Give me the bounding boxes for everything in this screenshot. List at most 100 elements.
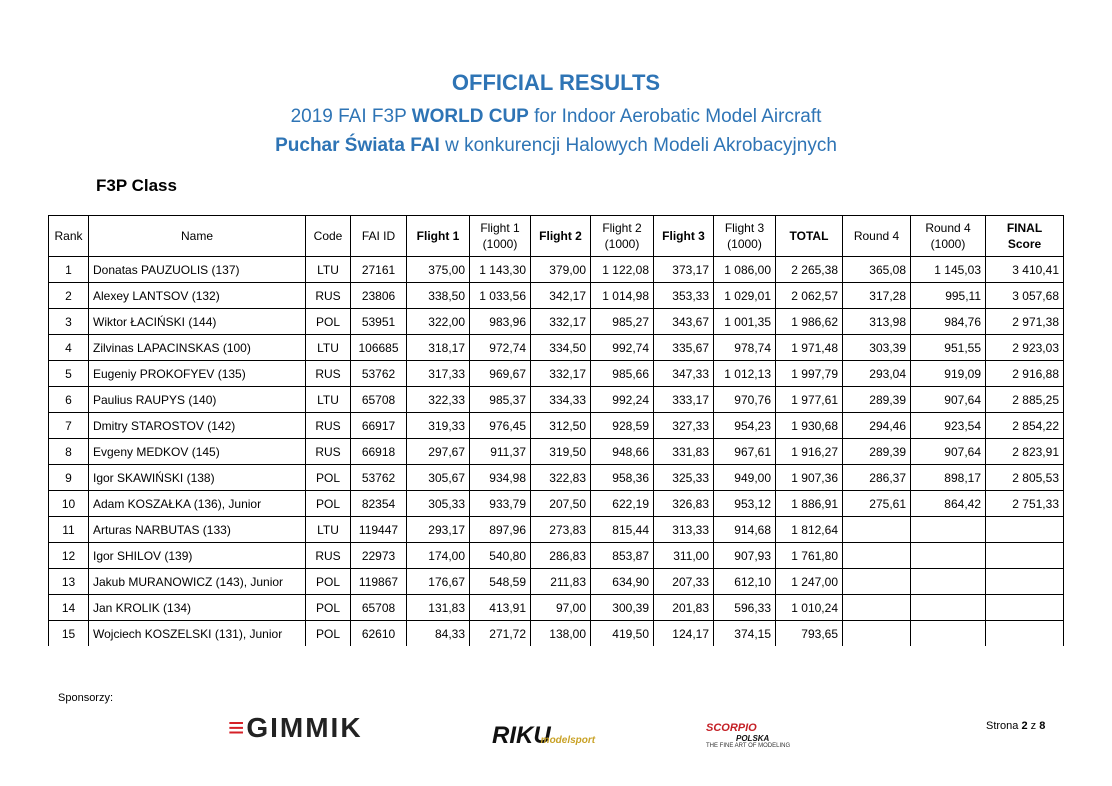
table-cell: 984,76	[910, 308, 986, 335]
table-cell: 928,59	[590, 412, 654, 439]
table-cell: RUS	[305, 282, 351, 309]
table-cell: 124,17	[653, 620, 714, 646]
table-cell: Arturas NARBUTAS (133)	[88, 516, 306, 543]
table-cell: 332,17	[530, 308, 591, 335]
page-number: Strona 2 z 8	[986, 720, 1045, 732]
subtitle: 2019 FAI F3P WORLD CUP for Indoor Aeroba…	[0, 106, 1112, 128]
sponsor-logo: SCORPIO POLSKA THE FINE ART OF MODELING	[706, 722, 790, 749]
table-cell: 313,33	[653, 516, 714, 543]
column-header: Flight 2	[530, 215, 591, 257]
table-cell: 953,12	[713, 490, 776, 517]
table-cell: LTU	[305, 516, 351, 543]
empty-cell	[985, 620, 1064, 646]
table-cell: 1 916,27	[775, 438, 843, 465]
table-cell: 294,46	[842, 412, 911, 439]
table-cell: Eugeniy PROKOFYEV (135)	[88, 360, 306, 387]
table-cell: 1 001,35	[713, 308, 776, 335]
table-cell: 622,19	[590, 490, 654, 517]
table-cell: 976,45	[469, 412, 531, 439]
table-cell: 969,67	[469, 360, 531, 387]
table-cell: 1 997,79	[775, 360, 843, 387]
table-cell: POL	[305, 568, 351, 595]
table-cell: Paulius RAUPYS (140)	[88, 386, 306, 413]
table-cell: 271,72	[469, 620, 531, 646]
text: 2	[1021, 720, 1028, 732]
table-body: 1 Donatas PAUZUOLIS (137) LTU 27161 375,00 1 …	[48, 256, 1064, 646]
table-cell: 2 854,22	[985, 412, 1064, 439]
table-cell: 106685	[350, 334, 407, 361]
table-cell: RUS	[305, 438, 351, 465]
table-cell: 300,39	[590, 594, 654, 621]
table-cell: 53951	[350, 308, 407, 335]
table-cell: 331,83	[653, 438, 714, 465]
table-cell: 131,83	[406, 594, 470, 621]
table-cell: 379,00	[530, 256, 591, 283]
logo-text: POLSKA	[736, 734, 770, 743]
table-cell: Jakub MURANOWICZ (143), Junior	[88, 568, 306, 595]
table-cell: 1 086,00	[713, 256, 776, 283]
table-cell: 2 971,38	[985, 308, 1064, 335]
table-cell: 138,00	[530, 620, 591, 646]
table-cell: 2 751,33	[985, 490, 1064, 517]
table-cell: 82354	[350, 490, 407, 517]
table-cell: 14	[48, 594, 89, 621]
table-cell: 322,33	[406, 386, 470, 413]
text: 2019 FAI F3P	[290, 106, 407, 127]
table-cell: 22973	[350, 542, 407, 569]
table-row: 13 Jakub MURANOWICZ (143), Junior POL 11986…	[48, 568, 1064, 595]
table-cell: 335,67	[653, 334, 714, 361]
table-cell: 864,42	[910, 490, 986, 517]
empty-cell	[985, 516, 1064, 543]
table-cell: POL	[305, 594, 351, 621]
table-cell: 596,33	[713, 594, 776, 621]
table-cell: 413,91	[469, 594, 531, 621]
table-cell: 2 805,53	[985, 464, 1064, 491]
table-cell: 65708	[350, 386, 407, 413]
table-cell: 1 907,36	[775, 464, 843, 491]
column-header: FAI ID	[350, 215, 407, 257]
table-cell: POL	[305, 464, 351, 491]
logo-text: modelsport	[540, 735, 596, 746]
table-cell: 1 971,48	[775, 334, 843, 361]
logo-mark: ≡	[228, 712, 247, 743]
table-cell: 1 014,98	[590, 282, 654, 309]
table-cell: 1 145,03	[910, 256, 986, 283]
table-cell: 365,08	[842, 256, 911, 283]
text: 8	[1039, 720, 1046, 732]
table-cell: 548,59	[469, 568, 531, 595]
table-cell: POL	[305, 490, 351, 517]
table-cell: 347,33	[653, 360, 714, 387]
table-cell: 2	[48, 282, 89, 309]
table-cell: 2 062,57	[775, 282, 843, 309]
column-header: Flight 2 (1000)	[590, 215, 654, 257]
table-cell: 317,28	[842, 282, 911, 309]
table-cell: Alexey LANTSOV (132)	[88, 282, 306, 309]
table-cell: 13	[48, 568, 89, 595]
table-cell: 27161	[350, 256, 407, 283]
table-row: 3 Wiktor ŁACIŃSKI (144) POL 53951 322,00 983,…	[48, 308, 1064, 335]
table-cell: 897,96	[469, 516, 531, 543]
table-row: 1 Donatas PAUZUOLIS (137) LTU 27161 375,00 1 …	[48, 256, 1064, 283]
text: Strona	[986, 720, 1019, 732]
text: Puchar Świata FAI	[275, 135, 440, 156]
text: z	[1030, 720, 1037, 732]
table-cell: 853,87	[590, 542, 654, 569]
table-cell: 66918	[350, 438, 407, 465]
table-cell: 62610	[350, 620, 407, 646]
table-cell: 374,15	[713, 620, 776, 646]
empty-cell	[910, 542, 986, 569]
table-cell: 948,66	[590, 438, 654, 465]
table-cell: 66917	[350, 412, 407, 439]
table-cell: 375,00	[406, 256, 470, 283]
table-cell: 289,39	[842, 438, 911, 465]
table-cell: 65708	[350, 594, 407, 621]
table-cell: LTU	[305, 334, 351, 361]
empty-cell	[842, 542, 911, 569]
table-cell: 949,00	[713, 464, 776, 491]
table-cell: Zilvinas LAPACINSKAS (100)	[88, 334, 306, 361]
table-cell: 11	[48, 516, 89, 543]
results-table: Rank Name Code FAI ID Flight 1 Flight 1 (1000…	[48, 215, 1064, 646]
table-row: 8 Evgeny MEDKOV (145) RUS 66918 297,67 911,37…	[48, 438, 1064, 465]
table-cell: 1	[48, 256, 89, 283]
table-cell: 23806	[350, 282, 407, 309]
